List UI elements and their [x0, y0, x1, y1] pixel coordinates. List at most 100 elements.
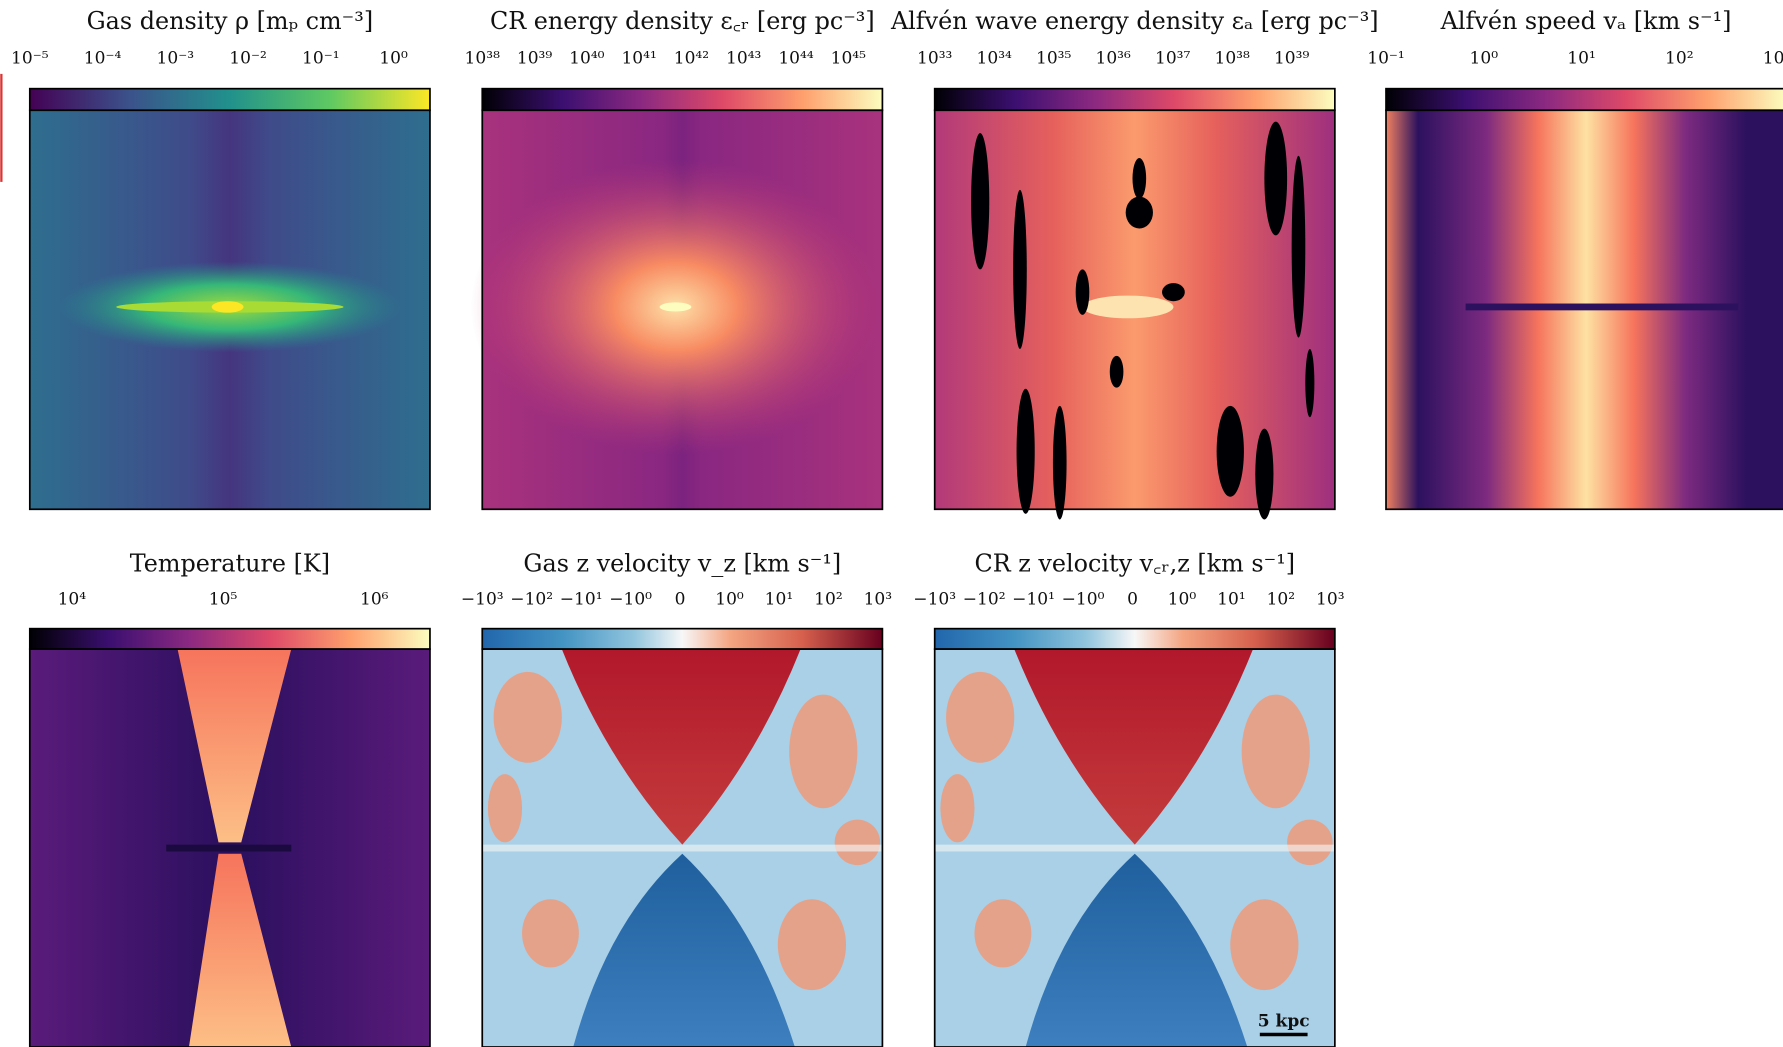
panel-title: Alfvén wave energy density εₐ [erg pc⁻³] — [890, 7, 1379, 35]
panel-title: Alfvén speed vₐ [km s⁻¹] — [1440, 7, 1732, 35]
panel-title: CR energy density ε꜀ᵣ [erg pc⁻³] — [490, 7, 875, 35]
colorbar-tick-label: 10¹ — [1217, 590, 1246, 610]
map-feature — [1082, 296, 1173, 319]
panel: Alfvén speed vₐ [km s⁻¹] 10⁻¹ 10⁰ 10¹ 10² 10³ — [1367, 7, 1783, 509]
colorbar-tick-label: 10³⁹ — [517, 49, 553, 69]
map-feature — [946, 672, 1014, 763]
colorbar — [935, 629, 1335, 649]
map-feature — [1126, 197, 1153, 229]
colorbar-tick-label: 10⁰ — [1470, 49, 1499, 69]
map-feature — [1255, 429, 1273, 520]
map-feature — [1242, 695, 1310, 809]
panel: CR z velocity v꜀ᵣ,z [km s⁻¹]−10³−10²−10¹… — [913, 549, 1344, 1047]
colorbar-tick-label: 10³⁹ — [1274, 49, 1310, 69]
map-feature — [660, 302, 692, 311]
colorbar-tick-label: 0 — [1127, 590, 1138, 610]
colorbar-tick-label: 10⁴² — [674, 49, 709, 69]
map-feature — [1292, 156, 1306, 338]
map-image — [935, 649, 1335, 1047]
panel: Gas density ρ [mₚ cm⁻³] 10⁻⁵ 10⁻⁴ 10⁻³ 10⁻² 1… — [11, 7, 430, 509]
map-feature — [778, 899, 846, 990]
colorbar-tick-label: 10¹ — [1567, 49, 1596, 69]
map-image — [935, 110, 1335, 519]
panel-title: CR z velocity v꜀ᵣ,z [km s⁻¹] — [974, 549, 1295, 577]
colorbar — [482, 89, 882, 111]
map-feature — [212, 301, 244, 312]
map-feature — [1017, 389, 1035, 514]
colorbar — [482, 629, 882, 649]
colorbar-tick-label: 10³⁸ — [465, 49, 501, 69]
map-feature — [1305, 349, 1314, 417]
colorbar-tick-label: 10⁵ — [209, 590, 238, 610]
map-feature — [482, 845, 882, 852]
colorbar-tick-label: 10² — [1267, 590, 1296, 610]
map-image — [30, 110, 430, 509]
edge-marker — [0, 74, 2, 182]
map-feature — [971, 133, 989, 269]
colorbar-tick-label: 10³⁸ — [1214, 49, 1250, 69]
map-feature — [1110, 356, 1124, 388]
colorbar-tick-label: −10¹ — [560, 590, 603, 610]
map-feature — [935, 845, 1335, 852]
colorbar-tick-label: 10⁻⁵ — [11, 49, 49, 69]
colorbar-tick-label: 10³ — [1763, 49, 1783, 69]
map-feature — [1264, 122, 1287, 236]
colorbar-tick-label: 10⁻⁴ — [84, 49, 122, 69]
colorbar — [30, 629, 430, 649]
figure: Gas density ρ [mₚ cm⁻³] 10⁻⁵ 10⁻⁴ 10⁻³ 10⁻² 1… — [0, 0, 1783, 1047]
colorbar-tick-label: 10⁻² — [229, 49, 267, 69]
colorbar-tick-label: 0 — [675, 590, 686, 610]
colorbar-tick-label: −10¹ — [1012, 590, 1055, 610]
colorbar-tick-label: 10⁴³ — [726, 49, 761, 69]
map-image — [482, 649, 882, 1047]
map-image — [30, 649, 430, 1047]
map-feature — [1076, 269, 1090, 314]
colorbar-tick-label: 10⁴¹ — [621, 49, 656, 69]
colorbar-tick-label: 10⁴⁰ — [569, 49, 605, 69]
colorbar-tick-label: 10³⁴ — [977, 49, 1013, 69]
map-feature — [488, 774, 522, 842]
colorbar-tick-label: 10⁴ — [58, 590, 87, 610]
map-feature — [940, 774, 974, 842]
colorbar — [935, 89, 1335, 111]
map-feature — [166, 845, 291, 852]
map-feature — [1287, 820, 1332, 865]
panel: CR energy density ε꜀ᵣ [erg pc⁻³] 10³⁸ 10³⁹… — [465, 7, 883, 509]
colorbar-tick-label: 10³³ — [917, 49, 952, 69]
colorbar-tick-label: 10² — [814, 590, 843, 610]
colorbar-tick-label: 10³⁵ — [1036, 49, 1072, 69]
panel: Temperature [K] 10⁴ 10⁵ 10⁶ — [30, 549, 430, 1047]
colorbar-tick-label: −10² — [963, 590, 1006, 610]
colorbar — [30, 89, 430, 111]
colorbar-tick-label: 10³⁷ — [1155, 49, 1191, 69]
map-feature — [1230, 899, 1298, 990]
map-image — [1386, 110, 1783, 509]
page: Gas density ρ [mₚ cm⁻³] 10⁻⁵ 10⁻⁴ 10⁻³ 10⁻² 1… — [0, 0, 1783, 1047]
panel-title: Gas z velocity v_z [km s⁻¹] — [523, 549, 841, 577]
colorbar-tick-label: 10³⁶ — [1095, 49, 1131, 69]
colorbar-tick-label: 10⁻³ — [157, 49, 195, 69]
panel-title: Gas density ρ [mₚ cm⁻³] — [87, 7, 374, 35]
map-feature — [1162, 283, 1185, 301]
panel: Alfvén wave energy density εₐ [erg pc⁻³]… — [890, 7, 1379, 519]
map-feature — [1466, 304, 1739, 311]
map-image — [471, 110, 883, 509]
map-feature — [835, 820, 880, 865]
map-feature — [1133, 158, 1147, 199]
colorbar-tick-label: −10⁰ — [1062, 590, 1105, 610]
panel-title: Temperature [K] — [130, 549, 330, 577]
colorbar-tick-label: −10³ — [461, 590, 504, 610]
map-feature — [789, 695, 857, 809]
colorbar-tick-label: 10⁶ — [360, 590, 389, 610]
colorbar-tick-label: 10³ — [864, 590, 893, 610]
colorbar-tick-label: 10¹ — [765, 590, 794, 610]
map-feature — [494, 672, 562, 763]
map-feature — [1053, 406, 1067, 520]
map-feature — [1013, 190, 1027, 349]
colorbar-tick-label: 10⁻¹ — [1367, 49, 1405, 69]
colorbar-tick-label: 10⁰ — [715, 590, 744, 610]
panel: Gas z velocity v_z [km s⁻¹]−10³−10²−10¹−… — [461, 549, 892, 1047]
colorbar-tick-label: 10⁰ — [379, 49, 408, 69]
map-feature — [522, 899, 579, 967]
colorbar-tick-label: 10² — [1665, 49, 1694, 69]
